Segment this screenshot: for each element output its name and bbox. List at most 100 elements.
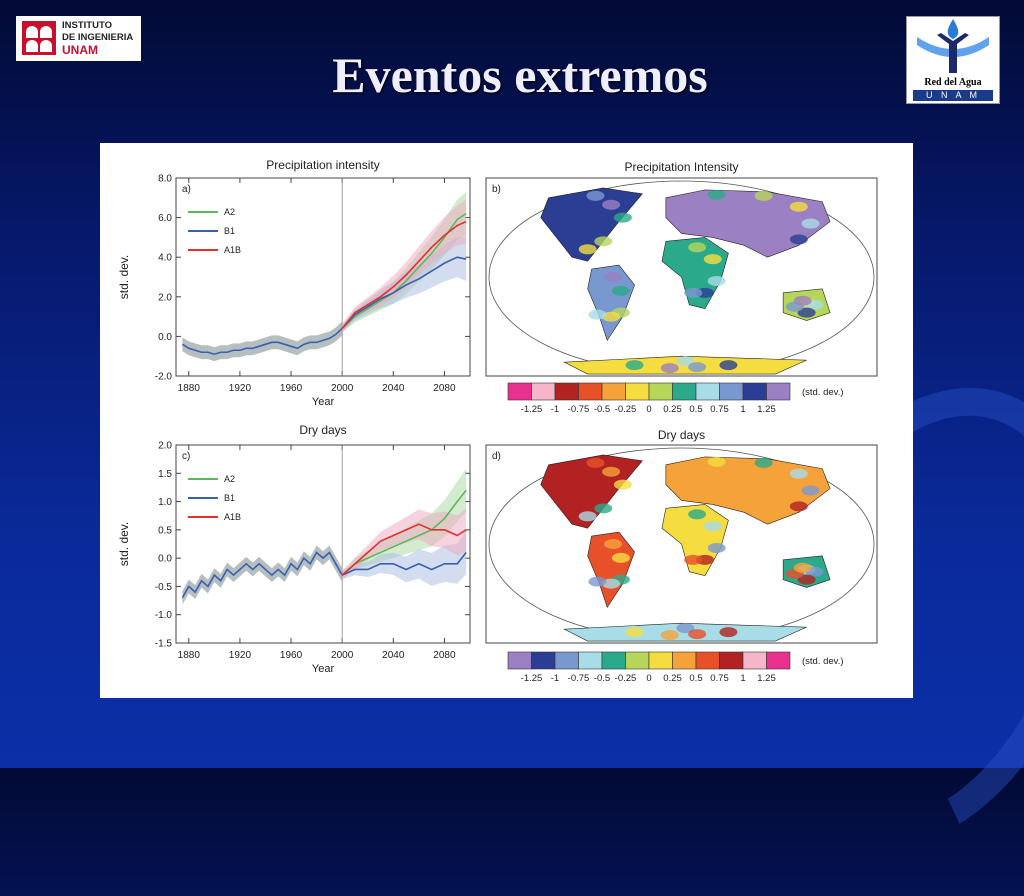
water-drop-icon <box>917 19 989 73</box>
colorbar-tick-label: 0.75 <box>710 673 729 684</box>
y-tick-label: 0.0 <box>158 332 172 343</box>
colorbar-swatch <box>742 382 767 401</box>
colorbar-swatch <box>672 382 697 401</box>
y-tick-label: 2.0 <box>158 441 172 452</box>
map-anomaly-patch <box>602 466 621 477</box>
colorbar-tick-label: 0.5 <box>689 404 702 415</box>
series-line-a2 <box>341 489 467 576</box>
map-anomaly-patch <box>602 199 621 210</box>
map-anomaly-patch <box>578 511 597 522</box>
y-tick-label: 0.0 <box>158 554 172 565</box>
map-anomaly-patch <box>754 190 773 201</box>
colorbar-tick-label: 1 <box>740 404 745 415</box>
x-tick-label: 2000 <box>331 383 354 394</box>
colorbar-tick-label: 1 <box>740 673 745 684</box>
colorbar-tick-label: -0.5 <box>594 404 610 415</box>
colorbar-tick-label: 0.5 <box>689 673 702 684</box>
map-anomaly-patch <box>586 190 605 201</box>
map-anomaly-patch <box>604 539 623 549</box>
colorbar-tick-label: -0.25 <box>615 404 637 415</box>
instituto-ingenieria-logo: INSTITUTO DE INGENIERIA UNAM <box>16 16 141 61</box>
map-anomaly-patch <box>588 576 607 587</box>
series-line-b1 <box>341 256 467 330</box>
colorbar-swatch <box>554 382 579 401</box>
colorbar-swatch <box>578 651 603 670</box>
colorbar-swatch <box>601 651 626 670</box>
map-anomaly-patch <box>611 285 630 296</box>
map-anomaly-patch <box>684 554 703 565</box>
colorbar-swatch <box>719 651 744 670</box>
continent-shape <box>665 189 831 258</box>
logo-sublabel: U N A M <box>913 90 993 101</box>
series-band-a1b <box>342 199 467 333</box>
y-tick-label: 2.0 <box>158 292 172 303</box>
map-anomaly-patch <box>797 307 816 318</box>
colorbar-tick-label: -0.75 <box>568 404 590 415</box>
historical-line <box>181 551 343 599</box>
map-anomaly-patch <box>789 201 808 212</box>
colorbar-swatch <box>719 382 744 401</box>
map-anomaly-patch <box>676 623 695 634</box>
map-precip: Precipitation Intensity b) -1.25 -1 -0.75 -0.… <box>485 160 878 415</box>
logo-line-3: UNAM <box>62 43 98 57</box>
x-axis-label: Year <box>312 396 335 408</box>
map-anomaly-patch <box>594 503 613 514</box>
colorbar-tick-label: 0 <box>646 673 651 684</box>
logo-line-2: DE INGENIERIA <box>62 32 134 43</box>
map-anomaly-patch <box>625 627 644 638</box>
colorbar-tick-label: -0.5 <box>594 673 610 684</box>
red-del-agua-logo: Red del Agua U N A M <box>906 16 1000 104</box>
map-anomaly-patch <box>719 360 738 371</box>
colorbar-tick-label: 1.25 <box>757 673 776 684</box>
colorbar-tick-label: 1.25 <box>757 404 776 415</box>
panel-label: a) <box>182 184 191 195</box>
x-tick-label: 1880 <box>178 383 201 394</box>
x-axis-label: Year <box>312 663 335 675</box>
map-anomaly-patch <box>754 457 773 468</box>
colorbar-swatch <box>648 382 673 401</box>
slide-title: Eventos extremos <box>332 47 708 103</box>
map-anomaly-patch <box>604 272 623 282</box>
x-tick-label: 2000 <box>331 650 354 661</box>
y-tick-label: -1.5 <box>155 639 173 650</box>
map-anomaly-patch <box>578 244 597 255</box>
continent-shape <box>665 456 831 525</box>
colorbar-swatch <box>625 651 650 670</box>
y-tick-label: 8.0 <box>158 174 172 185</box>
colorbar-unit-label: (std. dev.) <box>802 387 844 398</box>
colorbar-tick-label: -1.25 <box>521 673 543 684</box>
map-anomaly-patch <box>688 362 707 373</box>
colorbar-swatch <box>578 382 603 401</box>
colorbar-tick-label: 0 <box>646 404 651 415</box>
colorbar-swatch <box>625 382 650 401</box>
colorbar-swatch <box>695 651 720 670</box>
colorbar-swatch <box>742 651 767 670</box>
logo-line-1: INSTITUTO <box>62 20 112 31</box>
map-title: Dry days <box>658 428 705 442</box>
y-tick-label: 6.0 <box>158 213 172 224</box>
colorbar-swatch <box>531 651 556 670</box>
colorbar-swatch <box>695 382 720 401</box>
legend-label-a2: A2 <box>224 474 235 484</box>
colorbar-unit-label: (std. dev.) <box>802 656 844 667</box>
map-panel-label: b) <box>492 184 501 195</box>
logo-label: Red del Agua <box>924 77 982 88</box>
series-line-a1b <box>341 523 467 576</box>
colorbar-swatch <box>766 382 791 401</box>
map-anomaly-patch <box>660 363 679 374</box>
continent-shape <box>587 531 635 609</box>
x-tick-label: 2040 <box>382 650 405 661</box>
map-anomaly-patch <box>707 456 726 467</box>
colorbar-tick-label: -1.25 <box>521 404 543 415</box>
map-anomaly-patch <box>688 242 707 253</box>
map-anomaly-patch <box>801 485 820 496</box>
series-line-a1b <box>341 220 467 329</box>
y-tick-label: 1.0 <box>158 497 172 508</box>
chart-title: Precipitation intensity <box>266 158 379 172</box>
colorbar-swatch <box>507 651 532 670</box>
y-tick-label: -1.0 <box>155 610 173 621</box>
line-chart-precip: Precipitation intensity a) -2.0 0.0 2.0 4.0 6.… <box>117 158 471 408</box>
colorbar-swatch <box>554 651 579 670</box>
map-anomaly-patch <box>789 501 808 512</box>
map-anomaly-patch <box>801 218 820 229</box>
